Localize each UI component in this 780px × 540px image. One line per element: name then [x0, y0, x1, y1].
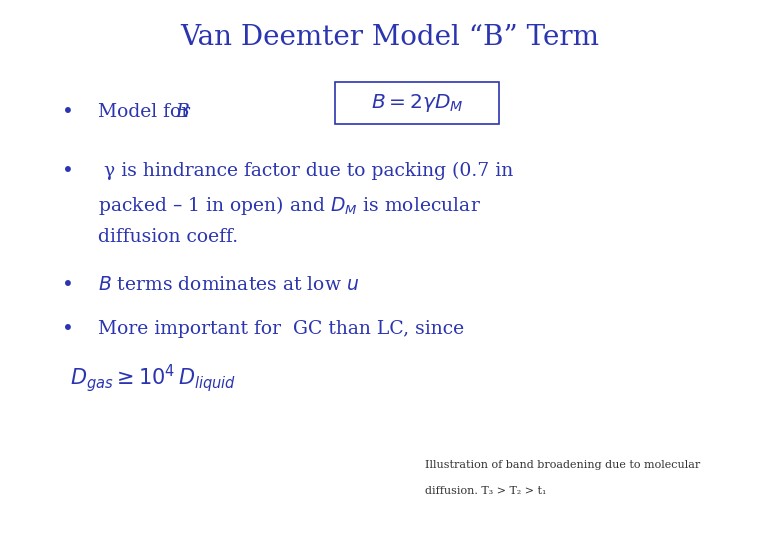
Text: •: • — [62, 276, 74, 295]
Text: $\mathit{B}$ terms dominates at low $\mathit{u}$: $\mathit{B}$ terms dominates at low $\ma… — [98, 276, 359, 294]
FancyBboxPatch shape — [335, 82, 499, 124]
Text: Illustration of band broadening due to molecular: Illustration of band broadening due to m… — [425, 460, 700, 470]
Text: γ is hindrance factor due to packing (0.7 in: γ is hindrance factor due to packing (0.… — [98, 162, 512, 180]
Text: Model for: Model for — [98, 103, 196, 120]
Text: $\mathit{B} = 2\mathit{\gamma}\mathit{D}_M$: $\mathit{B} = 2\mathit{\gamma}\mathit{D}… — [371, 92, 463, 114]
Text: Van Deemter Model “B” Term: Van Deemter Model “B” Term — [180, 24, 600, 51]
Text: •: • — [62, 320, 74, 339]
Text: B: B — [176, 103, 190, 120]
Text: :: : — [183, 103, 190, 120]
Text: More important for  GC than LC, since: More important for GC than LC, since — [98, 320, 463, 338]
Text: •: • — [62, 162, 74, 181]
Text: diffusion coeff.: diffusion coeff. — [98, 228, 238, 246]
Text: packed – 1 in open) and $D_M$ is molecular: packed – 1 in open) and $D_M$ is molecul… — [98, 194, 480, 218]
Text: •: • — [62, 103, 74, 122]
Text: diffusion. T₃ > T₂ > t₁: diffusion. T₃ > T₂ > t₁ — [425, 486, 547, 496]
Text: $\mathit{D}_{gas} \geq 10^4\, \mathit{D}_{liquid}$: $\mathit{D}_{gas} \geq 10^4\, \mathit{D}… — [70, 362, 236, 394]
